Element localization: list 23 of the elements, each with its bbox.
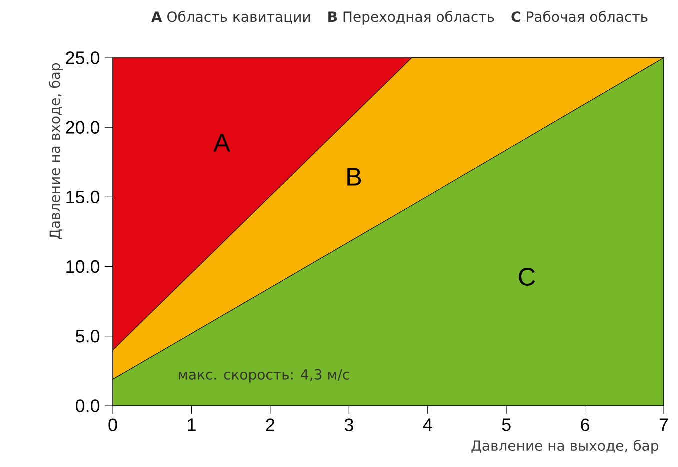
annotation: C xyxy=(519,268,536,286)
annotation: A xyxy=(214,134,230,152)
text: A Область кавитации xyxy=(152,11,310,24)
text: B Переходная область xyxy=(328,11,494,25)
y-tick-label: 20.0 xyxy=(66,121,100,134)
y-tick-label: 0.0 xyxy=(76,400,100,412)
y-tick-label: 15.0 xyxy=(66,190,100,204)
text: C Рабочая область xyxy=(512,11,648,22)
y-axis-title: Давление на входе, бар xyxy=(49,63,63,240)
x-tick-label: 4 xyxy=(423,418,432,432)
x-tick-label: 3 xyxy=(344,418,354,432)
y-tick-label: 25.0 xyxy=(66,52,100,64)
annotation: макс. скорость: 4,3 м/с xyxy=(179,369,350,383)
x-tick-label: 5 xyxy=(502,418,511,432)
x-tick-label: 6 xyxy=(581,418,590,432)
x-tick-label: 7 xyxy=(660,418,668,432)
y-tick-label: 5.0 xyxy=(76,330,100,343)
x-axis-title: Давление на выходе, бар xyxy=(472,440,658,454)
x-tick-label: 1 xyxy=(188,418,196,432)
y-tick-label: 10.0 xyxy=(66,260,100,274)
annotation: B xyxy=(348,168,362,186)
x-tick-label: 0 xyxy=(108,418,118,432)
x-tick-label: 2 xyxy=(266,418,275,432)
